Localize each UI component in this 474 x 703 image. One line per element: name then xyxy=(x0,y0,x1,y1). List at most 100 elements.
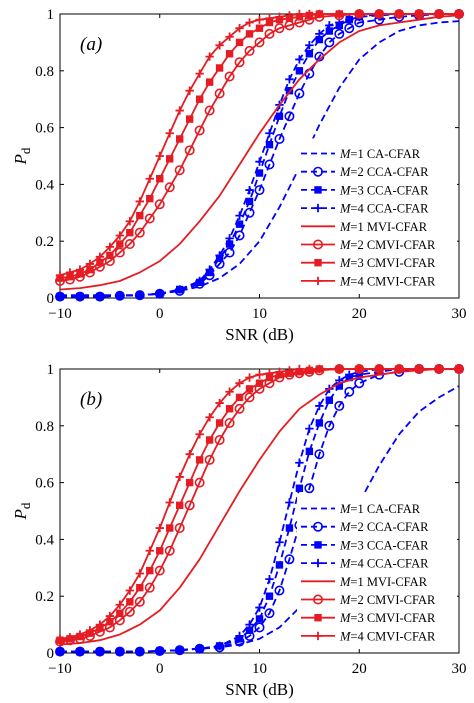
data-point xyxy=(315,364,324,374)
data-point xyxy=(274,585,285,596)
legend-marker xyxy=(312,594,323,605)
legend-entry-8: M=4 CMVI-CFAR xyxy=(301,274,436,288)
x-tick-label: 0 xyxy=(156,661,164,677)
data-point xyxy=(225,234,234,243)
legend-label-m: M xyxy=(339,147,351,161)
legend-entry-6: M=2 CMVI-CFAR xyxy=(301,238,436,252)
legend-label: M=2 CMVI-CFAR xyxy=(339,593,436,607)
data-point xyxy=(65,268,75,277)
series-8 xyxy=(55,364,464,643)
data-point xyxy=(265,592,274,600)
data-point xyxy=(234,403,245,414)
data-point xyxy=(215,41,224,50)
data-point xyxy=(126,598,134,606)
series-line xyxy=(59,14,460,291)
data-point xyxy=(264,608,275,619)
legend-label-rest: =3 CMVI-CFAR xyxy=(350,256,436,270)
data-point xyxy=(166,155,174,163)
legend-label-rest: =2 CMVI-CFAR xyxy=(350,593,436,607)
data-point xyxy=(245,18,254,27)
data-point xyxy=(134,227,145,238)
data-point xyxy=(275,538,284,547)
data-point xyxy=(294,88,305,99)
legend-label-rest: =2 CCA-CFAR xyxy=(350,520,429,534)
y-tick-label: 0.6 xyxy=(35,121,54,137)
data-point xyxy=(95,252,105,262)
data-point xyxy=(184,145,195,156)
data-point xyxy=(146,566,154,575)
data-point xyxy=(205,413,214,422)
series-line xyxy=(59,368,459,646)
legend-label: M=4 CMVI-CFAR xyxy=(339,629,436,643)
data-point xyxy=(146,194,154,203)
data-point xyxy=(295,9,304,19)
data-point xyxy=(345,15,354,24)
legend-marker xyxy=(314,259,322,267)
data-point xyxy=(314,449,325,460)
legend-label-rest: =4 CCA-CFAR xyxy=(350,557,429,571)
legend-label-rest: =4 CMVI-CFAR xyxy=(350,629,436,643)
data-point xyxy=(284,111,295,122)
data-point xyxy=(204,105,215,116)
legend-label: M=4 CMVI-CFAR xyxy=(339,274,436,288)
data-point xyxy=(315,419,324,427)
data-point xyxy=(225,405,234,413)
x-tick-label: 10 xyxy=(252,661,267,677)
data-point xyxy=(214,88,225,99)
legend-label-m: M xyxy=(339,575,351,589)
series-5 xyxy=(59,14,460,291)
data-point xyxy=(244,207,255,218)
data-point xyxy=(174,523,185,534)
data-point xyxy=(215,419,224,427)
legend-label: M=4 CCA-CFAR xyxy=(339,202,429,216)
data-point xyxy=(335,9,344,19)
data-point xyxy=(144,582,155,593)
data-point xyxy=(185,478,194,487)
data-point xyxy=(285,11,294,20)
x-tick-label: 20 xyxy=(352,661,367,677)
legend-label: M=1 MVI-CFAR xyxy=(339,575,428,589)
data-point xyxy=(355,9,364,19)
data-point xyxy=(245,385,254,393)
legend-label: M=4 CCA-CFAR xyxy=(339,557,429,571)
data-point xyxy=(264,28,275,39)
data-point xyxy=(285,366,294,375)
legend-entry-7: M=3 CMVI-CFAR xyxy=(301,256,436,270)
data-point xyxy=(335,364,344,374)
data-point xyxy=(225,387,234,396)
data-point xyxy=(114,247,125,258)
legend-label-rest: =1 MVI-CFAR xyxy=(350,220,427,234)
y-axis-label: Pd xyxy=(11,502,33,520)
legend-label-m: M xyxy=(339,557,351,571)
x-axis-label: SNR (dB) xyxy=(225,680,293,699)
data-point xyxy=(295,67,304,75)
y-tick-label: 0.2 xyxy=(35,589,54,605)
data-point xyxy=(234,230,245,241)
data-point xyxy=(235,379,244,388)
data-point xyxy=(214,434,225,445)
data-point xyxy=(195,456,204,464)
series-line xyxy=(59,368,459,640)
y-tick-label: 0 xyxy=(47,646,55,662)
data-point xyxy=(325,21,334,30)
data-point xyxy=(305,364,314,374)
legend-label-m: M xyxy=(339,238,351,252)
data-point xyxy=(234,57,245,68)
data-point xyxy=(255,379,264,387)
data-point xyxy=(295,364,304,374)
legend-label: M=2 CMVI-CFAR xyxy=(339,238,436,252)
data-point xyxy=(115,647,125,656)
legend-label-m: M xyxy=(339,629,351,643)
data-point xyxy=(454,9,464,19)
series-line xyxy=(60,368,459,653)
data-point xyxy=(175,645,184,655)
legend-entry-6: M=2 CMVI-CFAR xyxy=(301,593,436,607)
data-point xyxy=(215,641,224,651)
data-point xyxy=(255,24,264,32)
legend-label-m: M xyxy=(339,274,351,288)
x-axis-label: SNR (dB) xyxy=(225,325,293,344)
data-point xyxy=(244,45,255,56)
